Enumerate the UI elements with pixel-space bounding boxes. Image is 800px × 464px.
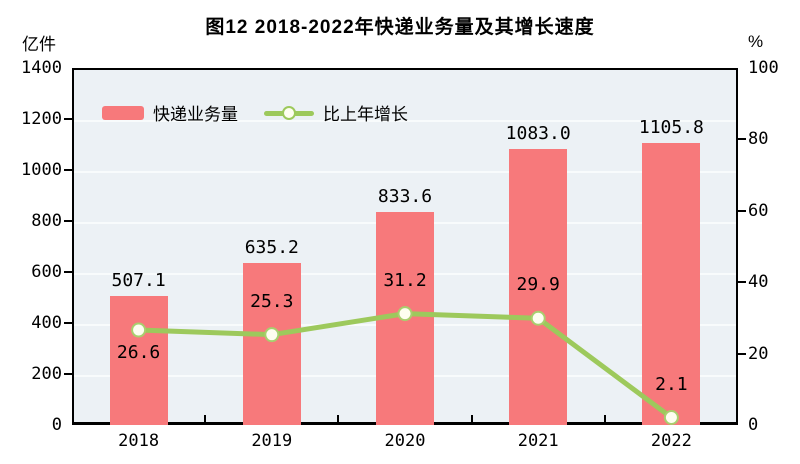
x-axis-tick [337, 415, 340, 425]
left-axis-tick-label: 1400 [21, 58, 62, 78]
right-axis-tick-label: 20 [748, 343, 769, 364]
left-axis-tick [64, 373, 72, 375]
right-axis-tick-label: 40 [748, 272, 769, 293]
left-axis-tick-label: 800 [31, 211, 62, 231]
left-axis-tick-label: 0 [51, 415, 62, 435]
line-swatch-marker-icon [282, 105, 296, 120]
legend: 快递业务量 比上年增长 [102, 100, 408, 125]
left-axis-tick [64, 322, 72, 324]
x-axis-label-2020: 2020 [384, 431, 426, 451]
bar-series-swatch-icon [102, 105, 144, 120]
left-axis-tick-label: 1200 [21, 109, 62, 129]
right-axis-tick-label: 60 [748, 200, 769, 221]
x-axis-tick [204, 415, 207, 425]
x-axis-label-2022: 2022 [650, 431, 692, 451]
x-axis-label-2019: 2019 [251, 431, 293, 451]
right-axis-tick [738, 138, 746, 141]
right-axis-tick-label: 100 [748, 58, 779, 78]
right-axis-tick [738, 281, 746, 284]
growth-value-label-2019: 25.3 [250, 290, 294, 312]
left-axis-unit-label: 亿件 [22, 35, 56, 54]
left-axis-tick [64, 169, 72, 171]
left-axis-tick [64, 271, 72, 273]
gridline [74, 171, 736, 173]
right-axis-tick-label: 0 [748, 415, 759, 435]
left-axis-tick-label: 200 [31, 364, 62, 384]
bar-value-label-2019: 635.2 [244, 237, 299, 259]
legend-bar-label: 快递业务量 [153, 105, 238, 124]
bar-value-label-2018: 507.1 [111, 269, 166, 291]
left-axis-tick [64, 118, 72, 120]
bar-value-label-2022: 1105.8 [638, 117, 704, 139]
x-axis-label-2021: 2021 [517, 431, 559, 451]
legend-line-label: 比上年增长 [323, 105, 408, 124]
line-series-swatch-icon [264, 105, 314, 120]
growth-value-label-2020: 31.2 [383, 269, 427, 291]
right-axis-tick-label: 80 [748, 129, 769, 150]
x-axis-label-2018: 2018 [118, 431, 160, 451]
right-axis-tick [738, 352, 746, 355]
bar-value-label-2021: 1083.0 [505, 122, 571, 144]
right-axis-tick [738, 209, 746, 212]
growth-value-label-2018: 26.6 [116, 342, 161, 364]
right-axis-unit-label: % [748, 32, 764, 51]
growth-value-label-2022: 2.1 [655, 373, 688, 395]
left-axis-tick [64, 220, 72, 222]
left-axis-tick-label: 1000 [21, 160, 62, 180]
left-axis-tick-label: 600 [31, 262, 62, 282]
bar-value-label-2020: 833.6 [377, 186, 433, 208]
chart-title: 图12 2018-2022年快递业务量及其增长速度 [205, 17, 595, 38]
left-axis-tick-label: 400 [31, 313, 62, 333]
x-axis-tick [603, 415, 606, 425]
bar-2020 [376, 212, 434, 425]
gridline [74, 120, 736, 122]
growth-value-label-2021: 29.9 [516, 274, 560, 296]
x-axis-tick [470, 415, 473, 425]
bar-2019 [242, 263, 301, 425]
